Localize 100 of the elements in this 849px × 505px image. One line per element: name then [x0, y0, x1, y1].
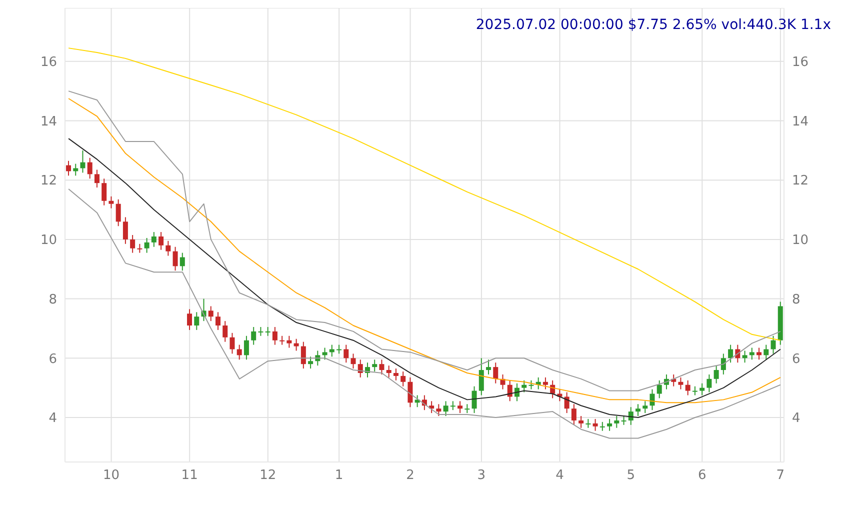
candlestick: [244, 335, 249, 360]
x-tick-label: 10: [103, 468, 120, 484]
candlestick: [756, 347, 762, 360]
candlestick: [614, 416, 620, 428]
text: 2025.07.02 00:00:00 $7.75 2.65% vol:440.3K 1.1x: [476, 17, 831, 33]
y2-tick-label: 14: [792, 114, 809, 130]
candlestick: [372, 359, 378, 372]
candlestick: [130, 234, 136, 254]
candlestick: [66, 160, 71, 176]
candlestick: [628, 406, 634, 426]
y-tick-label: 12: [40, 174, 57, 189]
candlestick: [251, 326, 256, 346]
candlestick: [294, 338, 299, 352]
y-tick-label: 16: [40, 55, 57, 70]
candlestick: [215, 312, 220, 330]
candlestick: [656, 380, 662, 399]
y-tick-label: 10: [40, 233, 57, 248]
candlestick: [714, 365, 719, 384]
y-tick-label: 4: [48, 411, 57, 426]
candlestick: [764, 344, 769, 360]
x-tick-label: 1: [334, 468, 344, 484]
candlestick: [300, 341, 306, 370]
candlestick: [180, 252, 185, 272]
candlestick: [443, 400, 448, 417]
candlestick: [522, 380, 527, 393]
candlestick: [393, 368, 398, 381]
candlestick: [436, 404, 442, 417]
x-tick-label: 11: [181, 468, 198, 484]
x-tick-label: 3: [477, 468, 486, 484]
x-tick-label: 12: [260, 468, 276, 484]
candlestick: [144, 237, 150, 254]
candlestick: [116, 198, 121, 227]
y2-tick-label: 16: [792, 55, 809, 70]
candlestick: [379, 359, 384, 375]
y2-tick-label: 6: [792, 352, 800, 367]
x-tick-label: 2: [406, 468, 414, 484]
candlestick: [472, 386, 477, 414]
line-series: [68, 188, 781, 439]
candlestick: [230, 332, 235, 354]
candlestick: [486, 359, 492, 375]
candlestick: [108, 196, 114, 209]
x-tick-label: 6: [698, 468, 706, 484]
candlestick: [607, 418, 612, 432]
y2-tick-label: 10: [792, 233, 809, 248]
candlestick: [350, 353, 356, 370]
candlestick: [542, 376, 548, 390]
y2-tick-label: 12: [792, 174, 809, 189]
y-tick-label: 6: [48, 352, 57, 367]
candlestick: [578, 416, 584, 428]
candlestick: [770, 335, 776, 354]
candlestick: [80, 150, 86, 174]
candlestick: [94, 169, 100, 188]
candlestick: [329, 344, 334, 358]
candlestick: [493, 362, 498, 384]
candlestick: [728, 344, 734, 364]
candlestick: [236, 344, 242, 360]
candlestick: [571, 404, 576, 426]
candlestick: [408, 376, 413, 408]
candlestick: [636, 404, 641, 417]
candlestick: [678, 376, 684, 390]
candlestick: [208, 306, 214, 322]
line-series: [68, 138, 781, 418]
candlestick: [458, 400, 463, 414]
candlestick: [429, 400, 434, 414]
candlestick: [222, 320, 228, 342]
candlestick: [166, 240, 171, 256]
candlestick: [322, 347, 328, 360]
y2-tick-label: 8: [792, 292, 800, 308]
candlestick: [87, 157, 92, 180]
candlestick: [286, 335, 292, 348]
x-tick-label: 5: [626, 468, 636, 484]
x-tick-label: 4: [556, 468, 564, 484]
candlestick: [158, 232, 164, 250]
candlestick: [172, 246, 178, 272]
candlestick: [564, 392, 570, 414]
candlestick: [358, 359, 363, 378]
candlestick: [685, 380, 690, 396]
candlestick: [749, 347, 754, 360]
candlestick: [272, 326, 278, 346]
candlestick: [700, 382, 705, 396]
candlestick: [642, 400, 648, 414]
candlestick: [187, 308, 192, 330]
x-tick-label: 7: [776, 468, 785, 484]
candlestick: [400, 370, 406, 387]
candlestick: [742, 350, 748, 364]
candlestick: [194, 312, 200, 330]
candlestick: [478, 358, 484, 396]
candlestick: [151, 232, 156, 248]
candlestick: [720, 353, 726, 375]
candlestick: [706, 374, 712, 393]
candlestick: [386, 365, 392, 378]
candlestick: [122, 216, 128, 244]
y-tick-label: 14: [40, 114, 57, 130]
y2-tick-label: 4: [792, 411, 800, 426]
candlestick: [592, 418, 598, 432]
candlestick: [344, 344, 349, 364]
candlestick: [73, 163, 78, 176]
candlestick: [102, 178, 107, 206]
candlestick: [308, 356, 314, 370]
y-tick-label: 8: [48, 292, 57, 308]
